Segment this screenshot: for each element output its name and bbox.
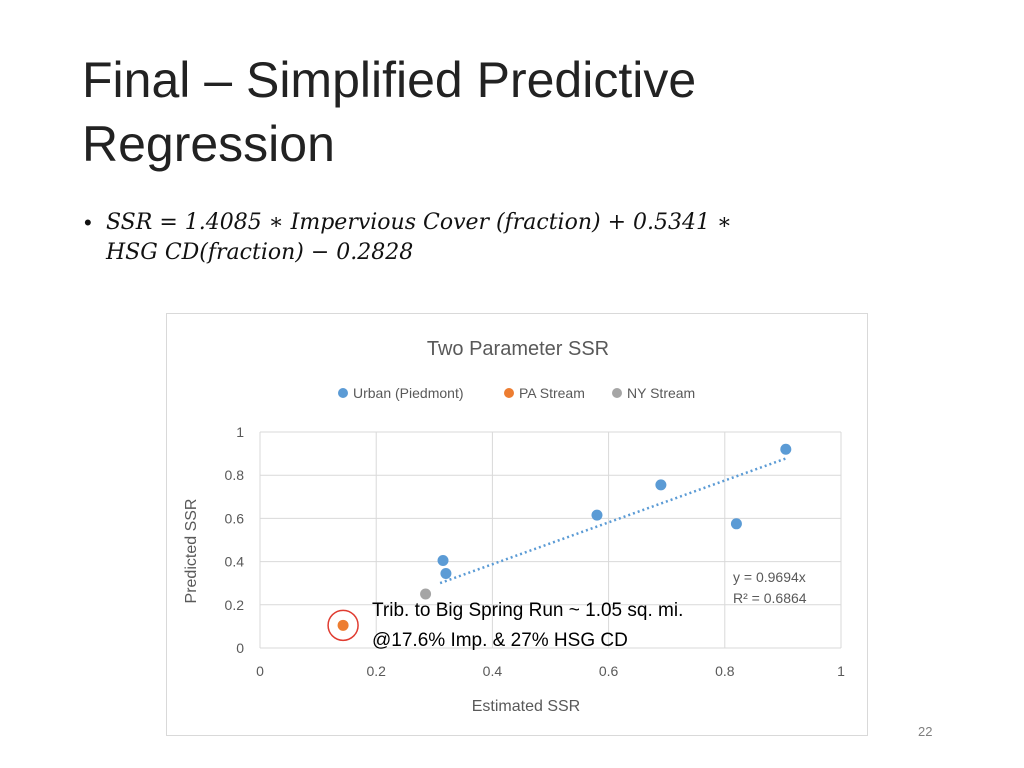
callout-line-1: Trib. to Big Spring Run ~ 1.05 sq. mi. [372,600,684,621]
legend-label: Urban (Piedmont) [353,385,464,401]
trendline-r-squared: R² = 0.6864 [733,590,807,606]
highlight-group [327,609,359,642]
data-point [440,567,452,579]
scatter-chart: Two Parameter SSR Urban (Piedmont) PA Str… [166,313,868,736]
y-tick-label: 0.2 [225,597,245,613]
x-tick-label: 0.4 [483,663,503,679]
trendline-equation: y = 0.9694x [733,569,806,585]
y-tick-label: 0 [236,640,244,656]
y-tick-label: 0.8 [225,467,245,483]
slide-title-line-1: Final – Simplified Predictive [82,52,697,108]
data-point [337,619,349,631]
data-point [730,518,742,530]
trendline [439,457,787,585]
highlight-circle [327,609,359,642]
bullet-dot: • [84,210,92,235]
chart-title: Two Parameter SSR [427,338,609,360]
y-tick-label: 0.4 [225,554,245,570]
legend-marker [612,388,622,398]
legend-item: Urban (Piedmont) [338,385,464,401]
equation-line-1: SSR = 1.4085 ∗ Impervious Cover (fractio… [106,210,732,235]
equation-line-2: HSG CD(fraction) − 0.2828 [106,240,414,265]
regression-equation: SSR = 1.4085 ∗ Impervious Cover (fractio… [106,208,844,268]
trendline-group [439,457,787,585]
big-spring-run-callout: Trib. to Big Spring Run ~ 1.05 sq. mi. @… [372,596,792,656]
legend-marker [338,388,348,398]
page-number: 22 [918,724,933,739]
data-point [655,479,667,491]
chart-canvas: Two Parameter SSR Urban (Piedmont) PA Str… [183,338,846,715]
legend-label: PA Stream [519,385,585,401]
data-point [780,443,792,455]
legend-item: PA Stream [504,385,585,401]
x-tick-label: 0.2 [366,663,386,679]
slide-title-line-2: Regression [82,116,335,172]
legend-label: NY Stream [627,385,695,401]
x-tick-label: 0.8 [715,663,735,679]
data-point [437,555,449,567]
legend-item: NY Stream [612,385,695,401]
data-point [420,588,432,600]
x-tick-label: 1 [837,663,845,679]
callout-line-2: @17.6% Imp. & 27% HSG CD [372,630,628,651]
data-points [337,443,792,631]
slide-title: Final – Simplified Predictive Regression [82,48,962,176]
y-tick-label: 0.6 [225,510,245,526]
x-tick-label: 0 [256,663,264,679]
chart-gridlines [259,431,842,649]
regression-equation-bullet: • SSR = 1.4085 ∗ Impervious Cover (fract… [84,208,844,268]
x-tick-label: 0.6 [599,663,619,679]
y-axis-label: Predicted SSR [183,499,200,604]
data-point [591,509,603,521]
x-axis-label: Estimated SSR [472,698,580,715]
legend-marker [504,388,514,398]
chart-legend: Urban (Piedmont) PA Stream NY Stream [338,385,695,401]
y-tick-label: 1 [236,424,244,440]
chart-tick-labels: 0 0.2 0.4 0.6 0.8 1 0 0.2 0.4 0.6 0.8 1 [225,424,846,679]
